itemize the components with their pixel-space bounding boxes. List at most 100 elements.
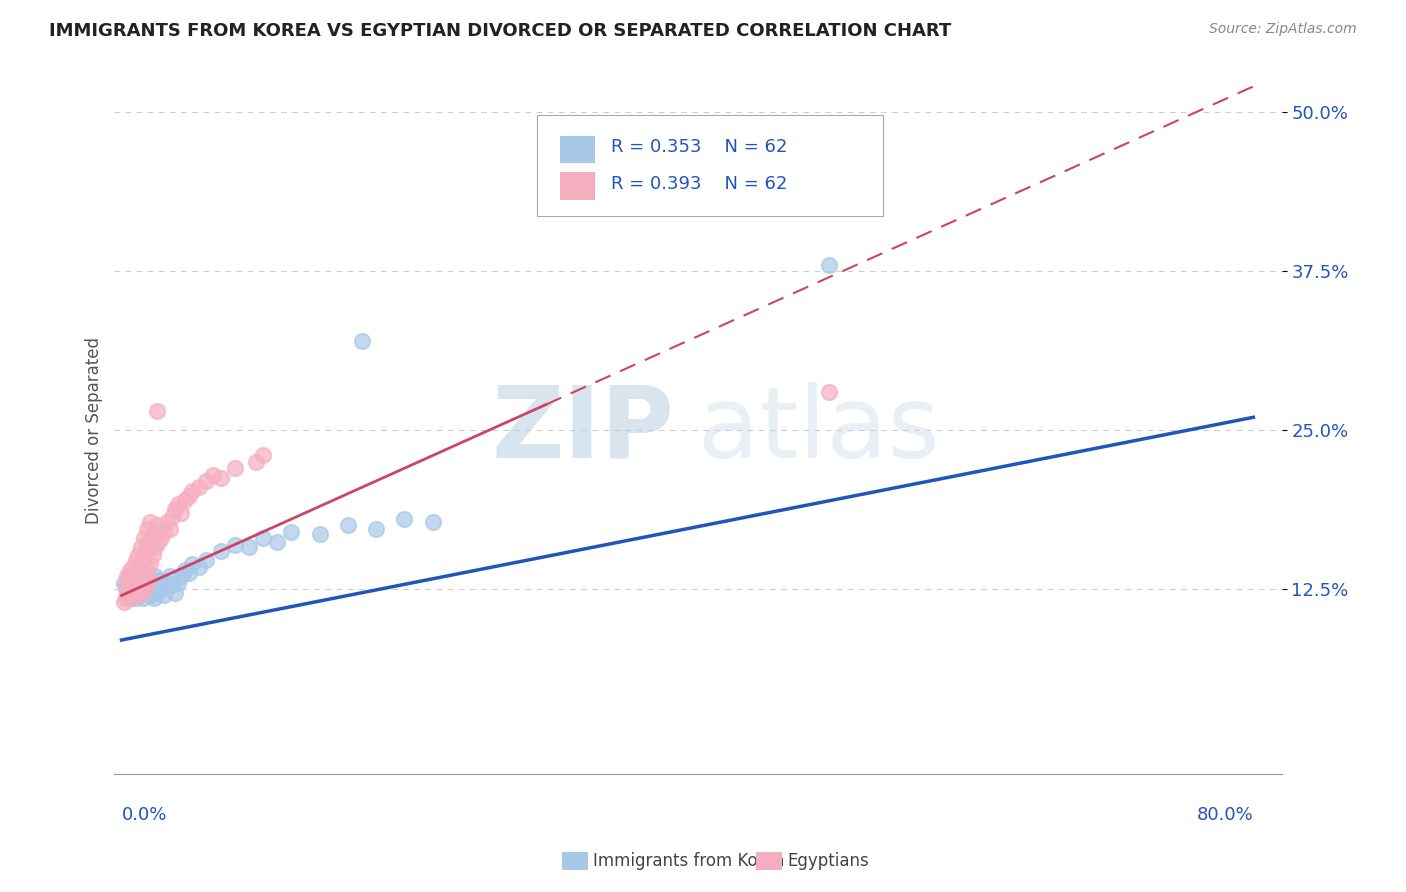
Point [135,569,157,583]
Point [167,497,190,511]
Text: 80.0%: 80.0% [1197,805,1253,823]
Text: ZIP: ZIP [492,382,675,478]
Point [146,404,169,418]
Point [141,582,163,596]
Point [134,531,156,545]
Point [122,566,145,580]
Point [150,582,173,596]
Point [122,586,145,600]
Text: Source: ZipAtlas.com: Source: ZipAtlas.com [1209,22,1357,37]
Point [135,578,157,592]
Text: atlas: atlas [697,382,939,478]
Point [138,578,160,592]
Point [202,467,225,482]
Point [136,563,159,577]
Text: R = 0.353    N = 62: R = 0.353 N = 62 [610,138,787,156]
Point [252,531,274,545]
Point [129,575,152,590]
Point [188,480,211,494]
Point [142,527,165,541]
Point [127,569,149,583]
Point [121,582,143,596]
Point [132,591,155,605]
Point [121,560,143,574]
Point [134,569,156,583]
Point [150,531,173,545]
Point [128,586,150,600]
Point [167,575,190,590]
Point [112,575,135,590]
Point [179,489,201,503]
Point [280,524,302,539]
Point [174,493,197,508]
Point [124,591,146,605]
Point [209,471,232,485]
Y-axis label: Divorced or Separated: Divorced or Separated [86,336,103,524]
Point [117,586,139,600]
Point [142,575,165,590]
Point [224,538,246,552]
Point [159,569,181,583]
Point [143,591,166,605]
Point [138,573,160,587]
Point [366,522,388,536]
Point [127,589,149,603]
Point [118,582,141,596]
Point [120,591,142,605]
Point [136,522,159,536]
Point [153,524,176,539]
Point [120,578,142,592]
Point [188,560,211,574]
Point [148,578,170,592]
Point [112,595,135,609]
Point [139,515,162,529]
Point [128,582,150,596]
Point [132,586,155,600]
Point [162,578,184,592]
Point [170,569,193,583]
Point [118,563,141,577]
Point [118,573,141,587]
Point [350,334,373,348]
Point [139,557,162,571]
Point [117,569,139,583]
Point [148,535,170,549]
Point [145,569,167,583]
Point [224,461,246,475]
Point [162,509,184,524]
Point [394,512,416,526]
Text: R = 0.393    N = 62: R = 0.393 N = 62 [610,175,787,193]
Point [114,582,136,596]
Point [149,573,172,587]
Point [181,484,204,499]
Point [252,449,274,463]
Point [165,502,187,516]
Point [115,586,138,600]
Point [266,535,288,549]
Point [174,563,197,577]
Point [117,589,139,603]
Point [135,544,157,558]
Point [125,582,148,596]
Point [142,548,165,562]
Point [170,506,193,520]
Point [195,474,218,488]
Point [139,589,162,603]
Point [122,586,145,600]
Point [136,586,159,600]
Point [134,575,156,590]
Point [818,258,841,272]
Point [128,560,150,574]
Point [156,575,179,590]
Point [336,518,359,533]
Point [127,578,149,592]
Text: Egyptians: Egyptians [787,852,869,870]
Point [245,455,267,469]
Text: Immigrants from Korea: Immigrants from Korea [593,852,785,870]
Point [818,384,841,399]
Point [181,557,204,571]
Point [125,589,148,603]
Point [156,515,179,529]
Point [138,535,160,549]
Point [308,527,330,541]
